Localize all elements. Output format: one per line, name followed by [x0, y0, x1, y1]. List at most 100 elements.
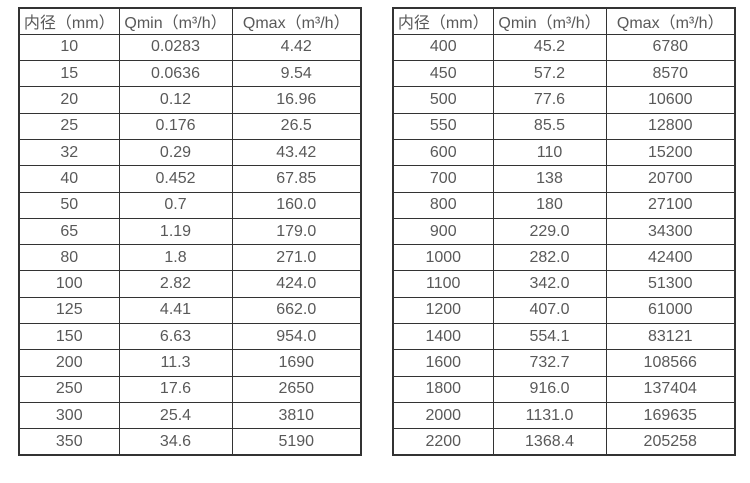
table-cell: 169635	[605, 401, 736, 430]
table-cell: 42400	[605, 244, 736, 272]
table-cell: 61000	[605, 296, 736, 325]
table-row: 900 229.0 34300	[392, 217, 736, 246]
table-cell: 1368.4	[492, 428, 607, 456]
table-cell: 16.96	[231, 86, 362, 114]
table-cell: 271.0	[231, 244, 362, 272]
table-cell: 110	[492, 138, 607, 167]
table-row: 15 0.0636 9.54	[18, 60, 362, 88]
header-cell: Qmin（m³/h）	[492, 7, 607, 35]
table-cell: 108566	[605, 349, 736, 377]
table-cell: 12800	[605, 112, 736, 140]
header-cell: 内径（mm）	[392, 7, 494, 35]
table-row: 700 138 20700	[392, 165, 736, 193]
table-row: 1200 407.0 61000	[392, 296, 736, 325]
table-cell: 700	[392, 165, 494, 193]
table-cell: 6.63	[118, 323, 233, 351]
table-cell: 137404	[605, 375, 736, 403]
table-cell: 10600	[605, 86, 736, 114]
table-cell: 0.7	[118, 191, 233, 219]
table-row: 250 17.6 2650	[18, 375, 362, 403]
table-cell: 27100	[605, 191, 736, 219]
table-row: 1100 342.0 51300	[392, 270, 736, 298]
table-cell: 200	[18, 349, 120, 377]
table-cell: 51300	[605, 270, 736, 298]
table-row: 1800 916.0 137404	[392, 375, 736, 403]
table-cell: 17.6	[118, 375, 233, 403]
table-cell: 229.0	[492, 217, 607, 246]
table-cell: 179.0	[231, 217, 362, 246]
header-cell: Qmax（m³/h）	[231, 7, 362, 35]
table-cell: 180	[492, 191, 607, 219]
table-cell: 34.6	[118, 428, 233, 456]
header-cell: Qmin（m³/h）	[118, 7, 233, 35]
table-cell: 57.2	[492, 60, 607, 88]
table-cell: 554.1	[492, 323, 607, 351]
table-cell: 1600	[392, 349, 494, 377]
table-cell: 45.2	[492, 33, 607, 62]
table-cell: 0.452	[118, 165, 233, 193]
table-cell: 34300	[605, 217, 736, 246]
flow-table-large-diameters: 内径（mm） Qmin（m³/h） Qmax（m³/h） 400 45.2 6780 450…	[392, 7, 736, 457]
table-cell: 1400	[392, 323, 494, 351]
table-cell: 1690	[231, 349, 362, 377]
table-row: 150 6.63 954.0	[18, 323, 362, 351]
table-cell: 732.7	[492, 349, 607, 377]
table-row: 400 45.2 6780	[392, 33, 736, 62]
table-cell: 43.42	[231, 138, 362, 167]
table-row: 200 11.3 1690	[18, 349, 362, 377]
table-cell: 1100	[392, 270, 494, 298]
table-cell: 20	[18, 86, 120, 114]
table-cell: 1000	[392, 244, 494, 272]
table-cell: 1.8	[118, 244, 233, 272]
table-cell: 342.0	[492, 270, 607, 298]
table-cell: 160.0	[231, 191, 362, 219]
table-cell: 0.29	[118, 138, 233, 167]
table-cell: 2.82	[118, 270, 233, 298]
table-row: 40 0.452 67.85	[18, 165, 362, 193]
table-row: 500 77.6 10600	[392, 86, 736, 114]
table-cell: 4.41	[118, 296, 233, 325]
table-cell: 300	[18, 401, 120, 430]
table-cell: 100	[18, 270, 120, 298]
table-cell: 150	[18, 323, 120, 351]
header-row: 内径（mm） Qmin（m³/h） Qmax（m³/h）	[392, 7, 736, 35]
table-cell: 282.0	[492, 244, 607, 272]
table-row: 600 110 15200	[392, 138, 736, 167]
table-row: 100 2.82 424.0	[18, 270, 362, 298]
table-cell: 40	[18, 165, 120, 193]
table-row: 2200 1368.4 205258	[392, 428, 736, 456]
table-cell: 600	[392, 138, 494, 167]
table-row: 32 0.29 43.42	[18, 138, 362, 167]
table-row: 125 4.41 662.0	[18, 296, 362, 325]
table-row: 800 180 27100	[392, 191, 736, 219]
table-row: 1600 732.7 108566	[392, 349, 736, 377]
table-cell: 350	[18, 428, 120, 456]
table-cell: 125	[18, 296, 120, 325]
table-cell: 25.4	[118, 401, 233, 430]
table-cell: 8570	[605, 60, 736, 88]
table-row: 50 0.7 160.0	[18, 191, 362, 219]
table-cell: 0.0283	[118, 33, 233, 62]
table-cell: 0.12	[118, 86, 233, 114]
table-row: 450 57.2 8570	[392, 60, 736, 88]
header-cell: Qmax（m³/h）	[605, 7, 736, 35]
table-row: 1400 554.1 83121	[392, 323, 736, 351]
table-cell: 65	[18, 217, 120, 246]
table-cell: 6780	[605, 33, 736, 62]
table-cell: 15200	[605, 138, 736, 167]
table-cell: 424.0	[231, 270, 362, 298]
table-row: 80 1.8 271.0	[18, 244, 362, 272]
table-cell: 80	[18, 244, 120, 272]
flow-table-small-diameters: 内径（mm） Qmin（m³/h） Qmax（m³/h） 10 0.0283 4.42 15…	[18, 7, 362, 457]
table-cell: 9.54	[231, 60, 362, 88]
table-cell: 11.3	[118, 349, 233, 377]
table-cell: 400	[392, 33, 494, 62]
table-cell: 5190	[231, 428, 362, 456]
table-cell: 67.85	[231, 165, 362, 193]
table-cell: 916.0	[492, 375, 607, 403]
table-cell: 85.5	[492, 112, 607, 140]
table-cell: 83121	[605, 323, 736, 351]
table-row: 25 0.176 26.5	[18, 112, 362, 140]
table-row: 350 34.6 5190	[18, 428, 362, 456]
table-cell: 25	[18, 112, 120, 140]
